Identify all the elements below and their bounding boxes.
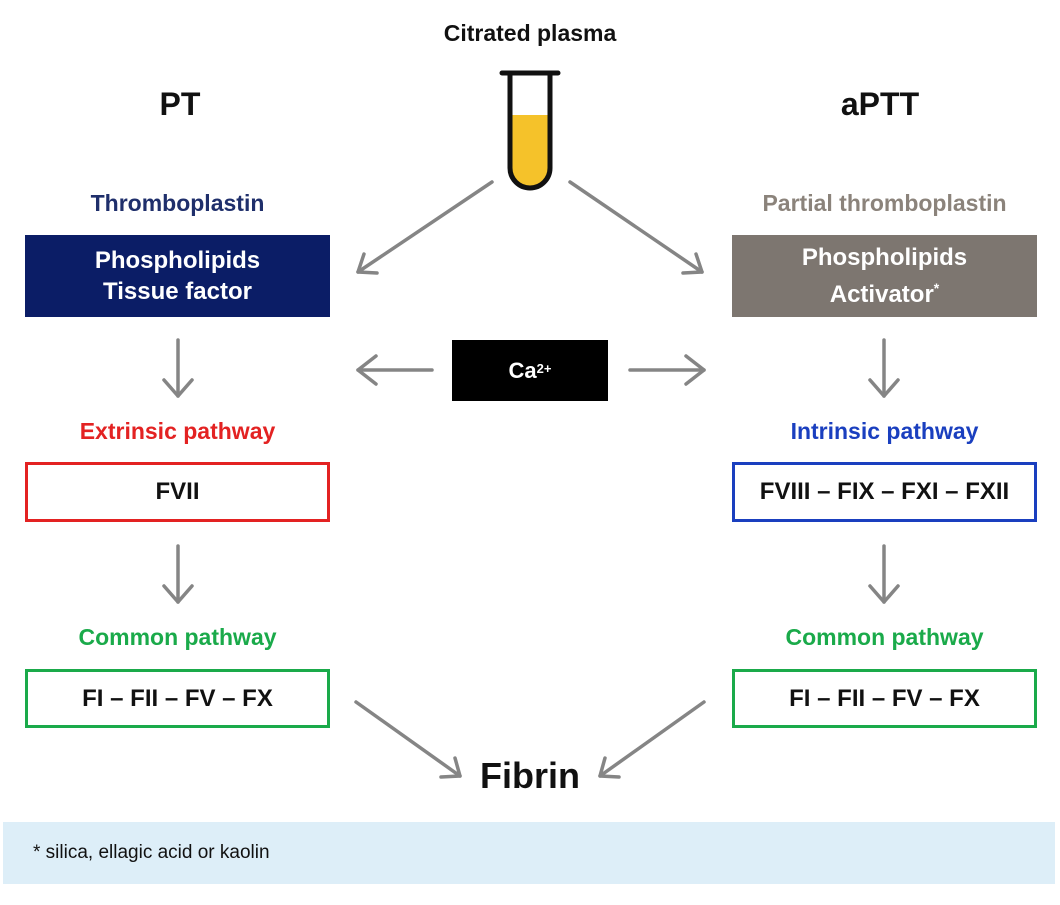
pt-common-factor-box: FI – FII – FV – FX	[25, 669, 330, 728]
arrow-calcium-right	[630, 356, 704, 384]
aptt-common-pathway-title: Common pathway	[732, 624, 1037, 651]
fibrin-label: Fibrin	[430, 755, 630, 797]
footnote-bar: * silica, ellagic acid or kaolin	[3, 822, 1055, 884]
intrinsic-factor-text: FVIII – FIX – FXI – FXII	[760, 478, 1009, 506]
aptt-header: aPTT	[800, 86, 960, 123]
thromboplastin-title: Thromboplastin	[25, 190, 330, 217]
arrow-intrinsic-down	[870, 546, 898, 602]
pt-reagent-box: Phospholipids Tissue factor	[25, 235, 330, 317]
arrow-aptt-reagent-down	[870, 340, 898, 396]
extrinsic-pathway-title: Extrinsic pathway	[25, 418, 330, 445]
partial-thromboplastin-title: Partial thromboplastin	[732, 190, 1037, 217]
aptt-common-factor-text: FI – FII – FV – FX	[789, 685, 980, 713]
arrow-plasma-to-aptt	[570, 182, 702, 273]
intrinsic-pathway-title: Intrinsic pathway	[732, 418, 1037, 445]
test-tube-icon	[502, 73, 558, 195]
calcium-symbol: Ca	[509, 358, 537, 384]
extrinsic-factor-box: FVII	[25, 462, 330, 522]
pt-common-factor-text: FI – FII – FV – FX	[82, 685, 273, 713]
intrinsic-factor-box: FVIII – FIX – FXI – FXII	[732, 462, 1037, 522]
pt-reagent-line-2: Tissue factor	[103, 276, 252, 307]
arrow-pt-reagent-down	[164, 340, 192, 396]
pt-reagent-line-1: Phospholipids	[95, 245, 260, 276]
footnote-text: * silica, ellagic acid or kaolin	[33, 842, 270, 864]
calcium-box: Ca 2+	[452, 340, 608, 401]
aptt-reagent-line-2: Activator	[830, 281, 934, 308]
aptt-common-factor-box: FI – FII – FV – FX	[732, 669, 1037, 728]
arrow-extrinsic-down	[164, 546, 192, 602]
aptt-reagent-box: Phospholipids Activator*	[732, 235, 1037, 317]
pt-header: PT	[110, 86, 250, 123]
aptt-reagent-line-2-wrap: Activator*	[830, 273, 939, 310]
arrow-plasma-to-pt	[358, 182, 492, 273]
extrinsic-factor-text: FVII	[155, 478, 199, 506]
citrated-plasma-label: Citrated plasma	[380, 20, 680, 47]
arrow-calcium-left	[358, 356, 432, 384]
activator-footnote-mark: *	[934, 280, 939, 296]
aptt-reagent-line-1: Phospholipids	[802, 242, 967, 273]
calcium-charge: 2+	[537, 361, 552, 376]
pt-common-pathway-title: Common pathway	[25, 624, 330, 651]
